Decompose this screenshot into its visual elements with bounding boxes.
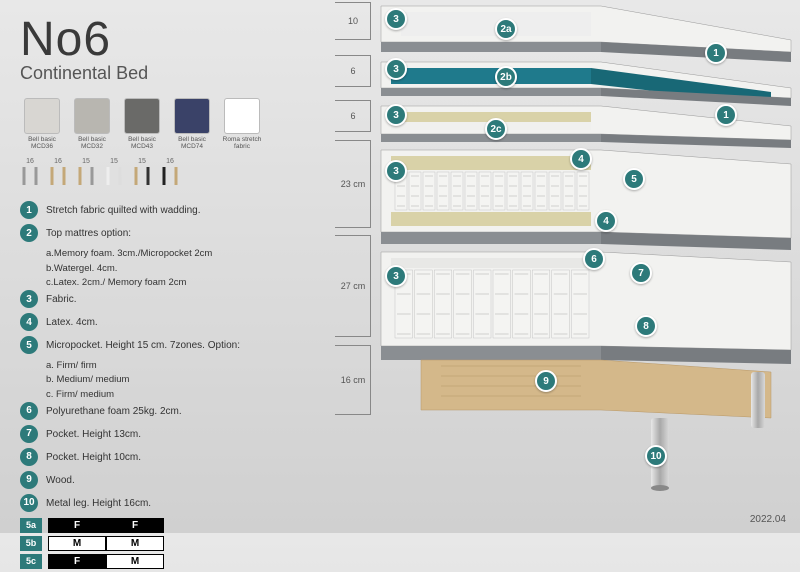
callout-marker: 2c bbox=[485, 118, 507, 140]
leg-option: 16 bbox=[48, 158, 68, 187]
callout-marker: 4 bbox=[570, 148, 592, 170]
swatch: Bell basic MCD43 bbox=[120, 98, 164, 150]
leg-option: 15 bbox=[132, 158, 152, 187]
firmness-row: 5bMM bbox=[20, 536, 330, 551]
callout-marker: 1 bbox=[715, 104, 737, 126]
firmness-row: 5cFM bbox=[20, 554, 330, 569]
product-subtitle: Continental Bed bbox=[20, 63, 330, 84]
firmness-row: 5aFF bbox=[20, 518, 330, 533]
leg-options: 16 16 15 15 15 16 bbox=[20, 158, 330, 187]
dimension-label: 6 bbox=[335, 100, 371, 132]
swatch: Bell basic MCD32 bbox=[70, 98, 114, 150]
callout-marker: 3 bbox=[385, 104, 407, 126]
callout-marker: 2b bbox=[495, 66, 517, 88]
legend-item: 2Top mattres option: bbox=[20, 224, 330, 242]
leg-option: 15 bbox=[76, 158, 96, 187]
swatch: Roma stretch fabric bbox=[220, 98, 264, 150]
legend-item: 10Metal leg. Height 16cm. bbox=[20, 494, 330, 512]
legend-list: 1Stretch fabric quilted with wadding. 2To… bbox=[20, 201, 330, 512]
legend-item: 3Fabric. bbox=[20, 290, 330, 308]
dimension-label: 6 bbox=[335, 55, 371, 87]
legend-item: 6Polyurethane foam 25kg. 2cm. bbox=[20, 402, 330, 420]
callout-marker: 5 bbox=[623, 168, 645, 190]
legend-item: 7Pocket. Height 13cm. bbox=[20, 425, 330, 443]
callout-marker: 2a bbox=[495, 18, 517, 40]
leg-option: 16 bbox=[160, 158, 180, 187]
callout-marker: 1 bbox=[705, 42, 727, 64]
legend-item: 8Pocket. Height 10cm. bbox=[20, 448, 330, 466]
dimension-label: 10 bbox=[335, 2, 371, 40]
legend-item: 9Wood. bbox=[20, 471, 330, 489]
dimension-label: 23 cm bbox=[335, 140, 371, 228]
callout-marker: 3 bbox=[385, 160, 407, 182]
fabric-swatches: Bell basic MCD36Bell basic MCD32Bell bas… bbox=[20, 98, 330, 150]
callout-marker: 4 bbox=[595, 210, 617, 232]
callout-marker: 7 bbox=[630, 262, 652, 284]
callout-marker: 8 bbox=[635, 315, 657, 337]
firmness-table: 5aFF 5bMM 5cFM bbox=[20, 518, 330, 569]
date-label: 2022.04 bbox=[750, 514, 786, 525]
callout-marker: 6 bbox=[583, 248, 605, 270]
legend-item: 4Latex. 4cm. bbox=[20, 313, 330, 331]
product-title: No6 bbox=[20, 12, 330, 67]
leg-option: 15 bbox=[104, 158, 124, 187]
legend-item: 5Micropocket. Height 15 cm. 7zones. Opti… bbox=[20, 336, 330, 354]
swatch: Bell basic MCD36 bbox=[20, 98, 64, 150]
callout-marker: 9 bbox=[535, 370, 557, 392]
legend-item: 1Stretch fabric quilted with wadding. bbox=[20, 201, 330, 219]
dimension-label: 27 cm bbox=[335, 235, 371, 337]
swatch: Bell basic MCD74 bbox=[170, 98, 214, 150]
dimension-label: 16 cm bbox=[335, 345, 371, 415]
callout-marker: 3 bbox=[385, 58, 407, 80]
callout-marker: 10 bbox=[645, 445, 667, 467]
leg-option: 16 bbox=[20, 158, 40, 187]
bed-cutaway-diagram: 10 6 6 23 cm 27 cm 16 cm bbox=[335, 0, 800, 533]
callout-marker: 3 bbox=[385, 265, 407, 287]
callout-marker: 3 bbox=[385, 8, 407, 30]
